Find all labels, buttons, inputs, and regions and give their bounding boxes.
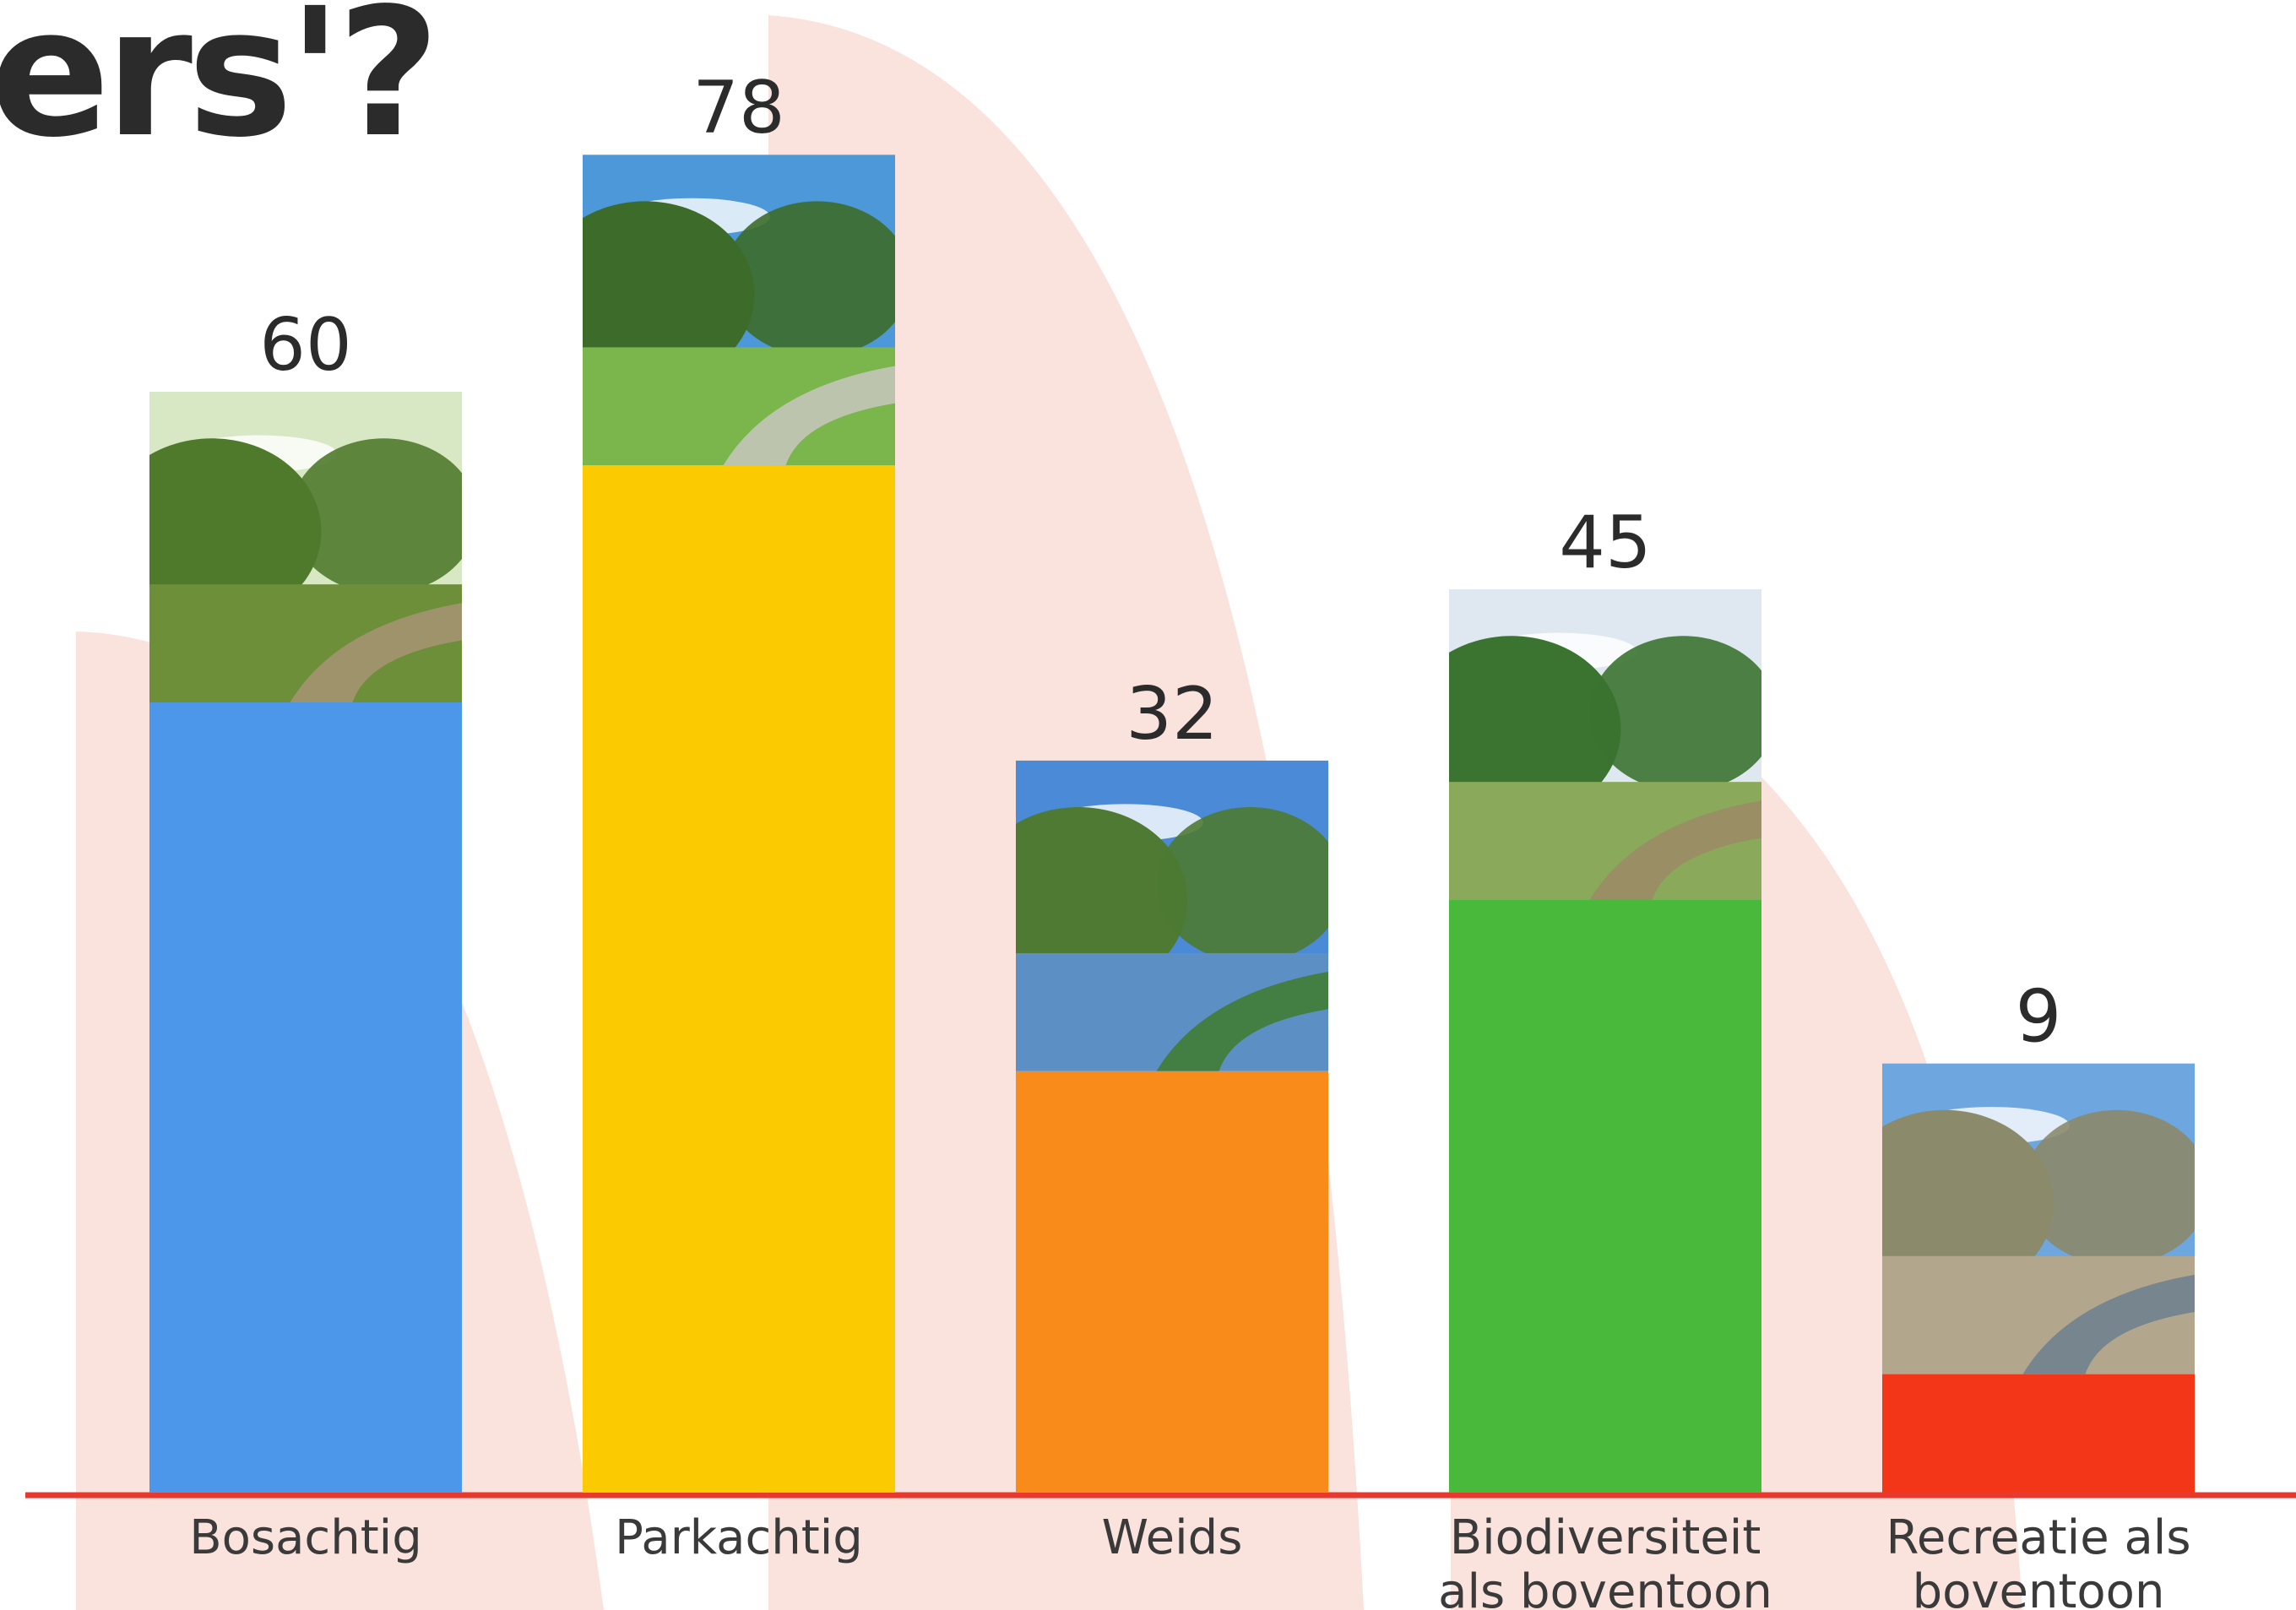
value-label: 9: [2016, 975, 2062, 1060]
bar-group: 60 Bosachtig: [149, 303, 462, 1565]
bar-group: 32 Weids: [1016, 672, 1328, 1565]
bar: [1449, 900, 1761, 1493]
value-label: 78: [692, 66, 784, 150]
category-label: Bosachtig: [189, 1510, 422, 1565]
bar-group: 78 Parkachtig: [583, 66, 895, 1565]
category-label: Biodiversiteit als boventoon: [1438, 1510, 1772, 1610]
wetland-photo: [1449, 589, 1761, 900]
bar-group: 45 Biodiversiteit als boventoon: [1438, 501, 1772, 1610]
page-title: ers'?: [0, 0, 440, 176]
park-photo: [583, 154, 895, 466]
water-playground-photo: [1882, 1063, 2195, 1374]
forest-path-photo: [149, 392, 462, 702]
value-label: 60: [259, 303, 351, 388]
bar: [1016, 1071, 1328, 1493]
bar: [1882, 1374, 2195, 1493]
pond-photo: [1016, 760, 1328, 1071]
bar-group: 9 Recreatie als boventoon: [1882, 975, 2195, 1610]
category-label: Recreatie als boventoon: [1886, 1510, 2190, 1610]
value-label: 32: [1126, 672, 1218, 756]
category-label: Weids: [1102, 1510, 1243, 1565]
bar: [149, 702, 462, 1493]
bar: [583, 465, 895, 1493]
value-label: 45: [1559, 501, 1651, 585]
category-label: Parkachtig: [615, 1510, 863, 1565]
